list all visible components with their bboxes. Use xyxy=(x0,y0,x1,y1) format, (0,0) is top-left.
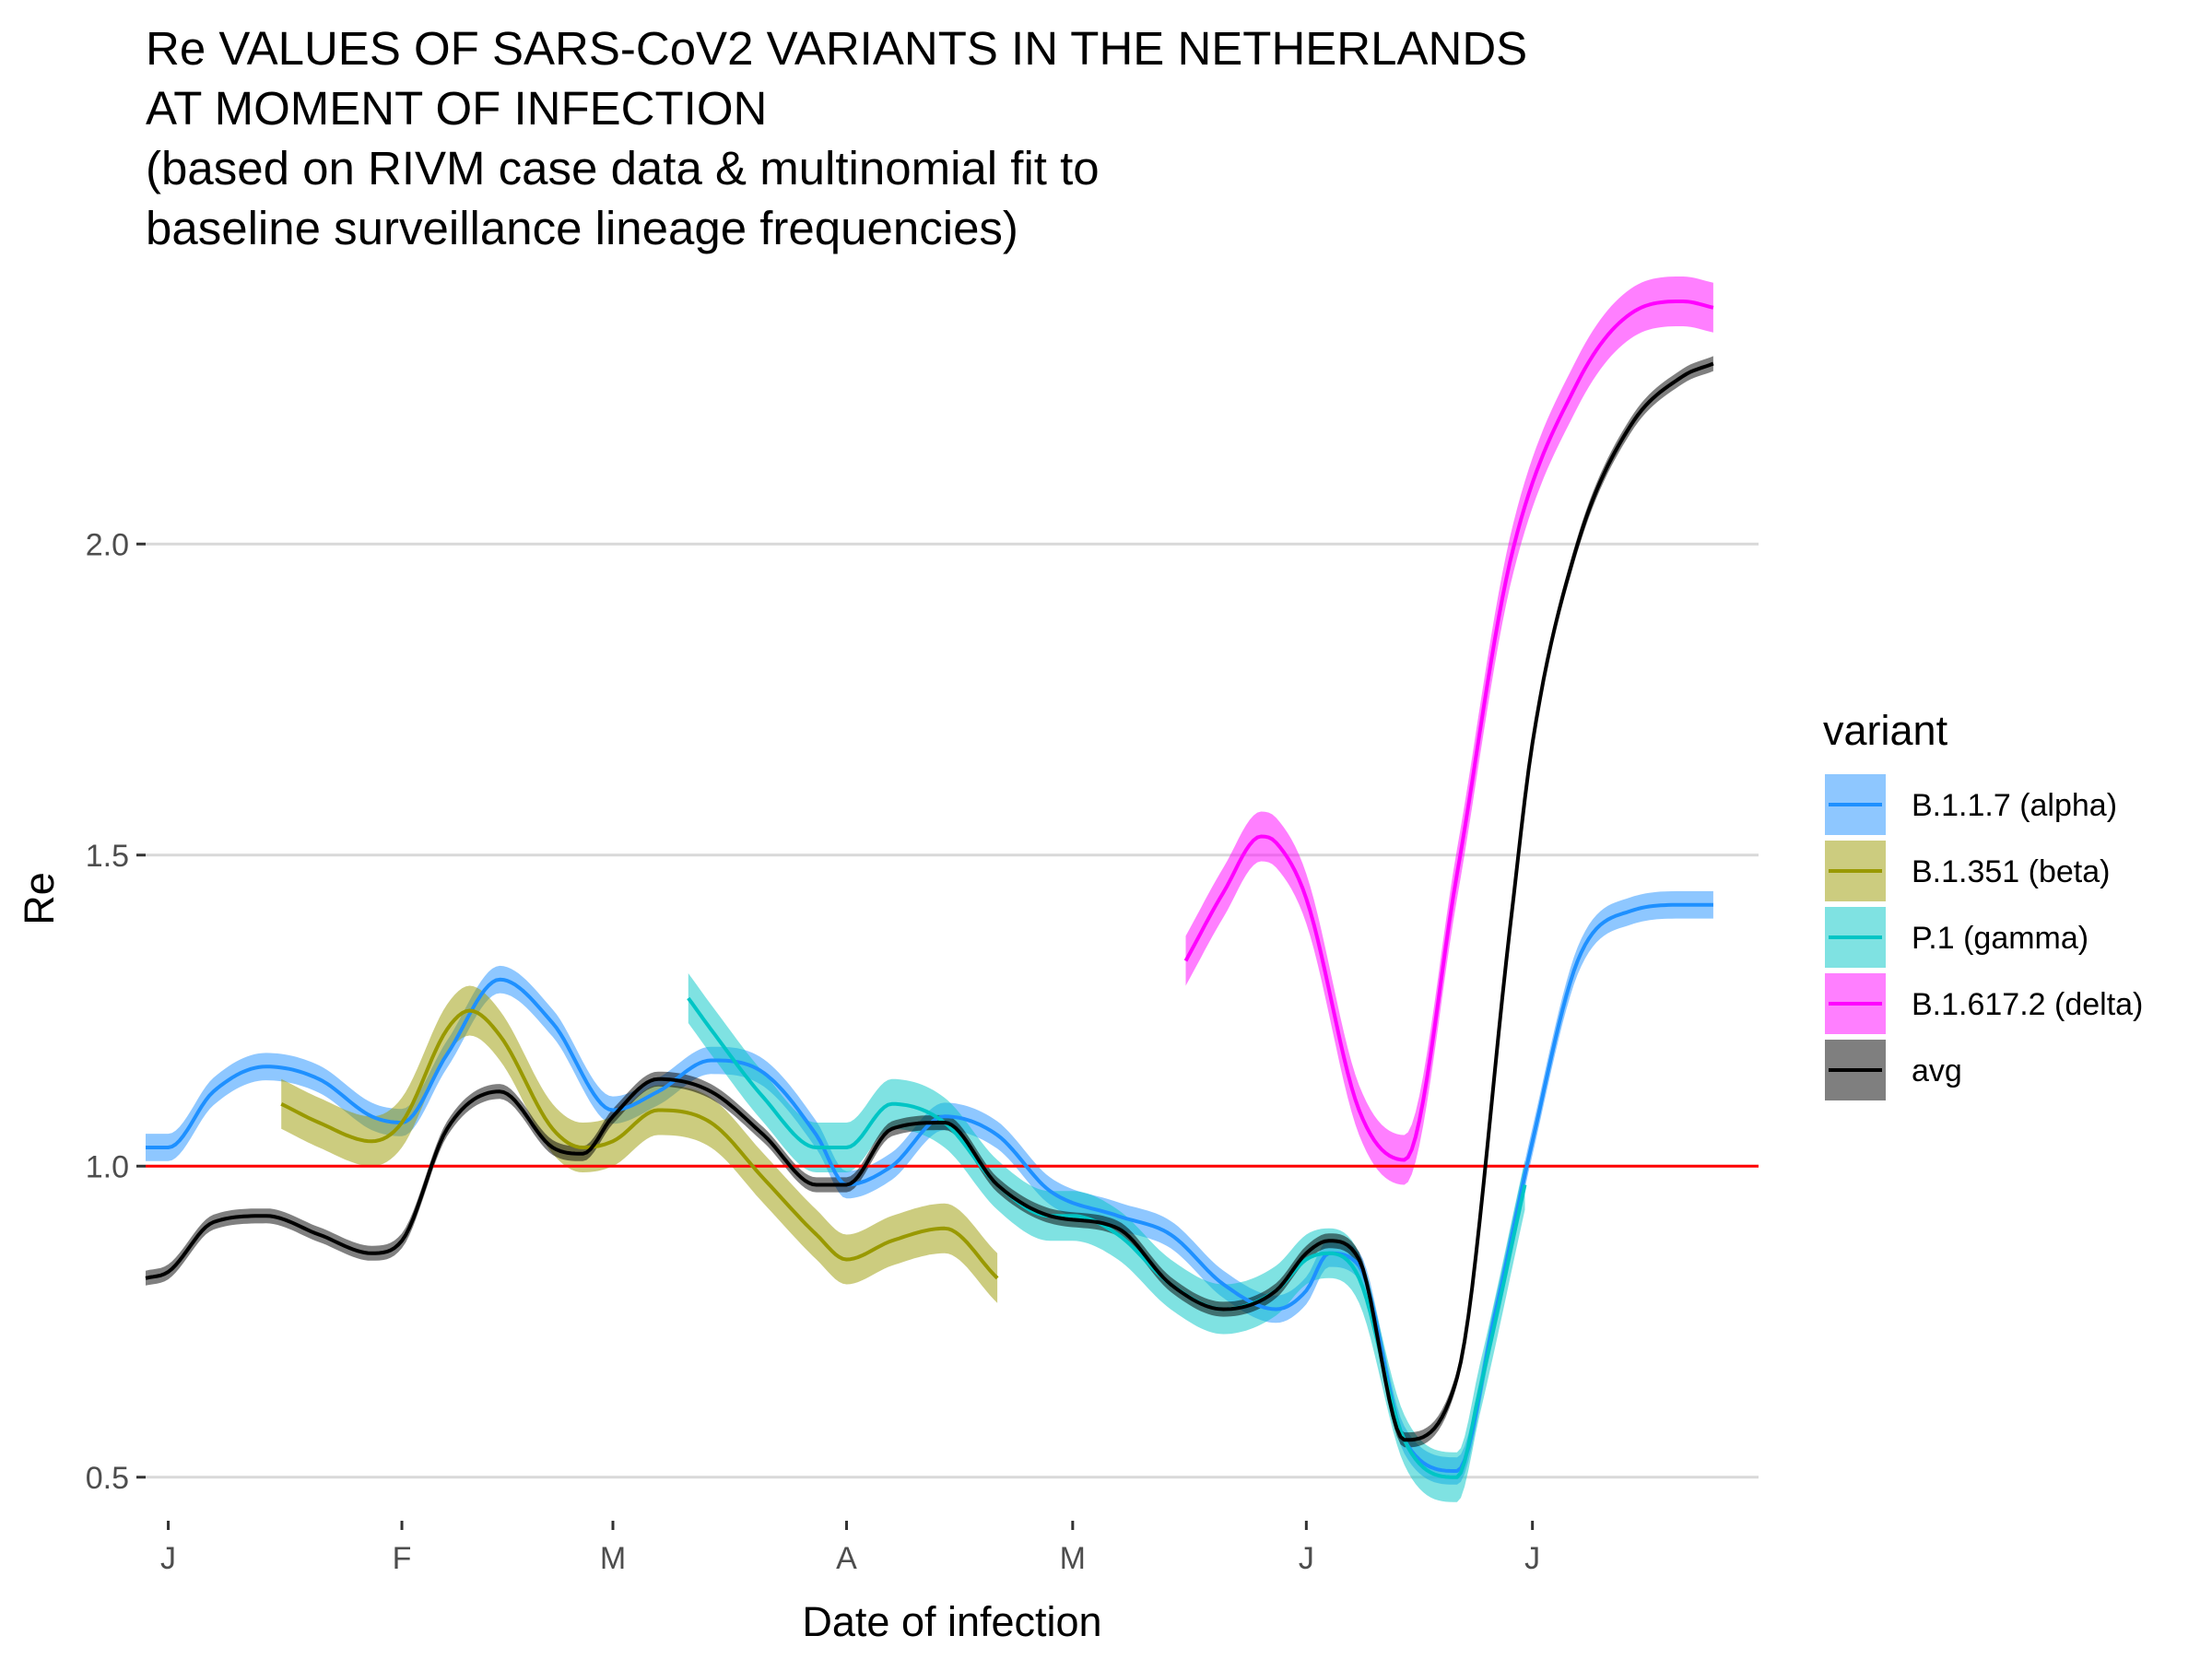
legend-item-0: B.1.1.7 (alpha) xyxy=(1825,774,2117,835)
legend: variant B.1.1.7 (alpha) B.1.351 (beta) P.1 … xyxy=(1823,707,2143,1100)
line-series-4 xyxy=(145,361,1714,1442)
y-tick-label-1: 1.0 xyxy=(86,1149,129,1184)
x-tick-label-1: F xyxy=(393,1541,412,1576)
band-series-4 xyxy=(146,356,1713,1448)
y-axis-title: Re xyxy=(16,872,63,925)
line-series-3 xyxy=(1183,300,1714,1162)
legend-label-3: B.1.617.2 (delta) xyxy=(1912,987,2143,1022)
y-tick-label-3: 2.0 xyxy=(86,527,129,562)
y-tick-label-2: 1.5 xyxy=(86,839,129,874)
line-series-1 xyxy=(280,1008,999,1280)
chart-title: Re VALUES OF SARS-CoV2 VARIANTS IN THE N… xyxy=(146,22,1528,254)
legend-item-3: B.1.617.2 (delta) xyxy=(1825,973,2143,1034)
legend-label-4: avg xyxy=(1912,1053,1962,1088)
legend-item-1: B.1.351 (beta) xyxy=(1825,841,2110,901)
x-tick-label-2: M xyxy=(600,1541,626,1576)
band-series-1 xyxy=(281,985,998,1303)
x-axis-title: Date of infection xyxy=(802,1598,1101,1645)
x-tick-label-4: M xyxy=(1060,1541,1086,1576)
legend-item-4: avg xyxy=(1825,1040,1962,1100)
legend-item-2: P.1 (gamma) xyxy=(1825,907,2088,968)
x-tick-label-3: A xyxy=(836,1541,857,1576)
series-lines xyxy=(145,300,1714,1479)
x-tick-label-5: J xyxy=(1299,1541,1314,1576)
axes: 0.5 1.0 1.5 2.0 J F M A M J J Date of infection Re xyxy=(16,527,1540,1645)
y-tick-label-0: 0.5 xyxy=(86,1461,129,1496)
legend-title: variant xyxy=(1823,707,1948,754)
band-series-3 xyxy=(1185,276,1713,1185)
legend-label-2: P.1 (gamma) xyxy=(1912,921,2088,956)
x-tick-label-0: J xyxy=(160,1541,176,1576)
legend-label-1: B.1.351 (beta) xyxy=(1912,854,2110,889)
legend-label-0: B.1.1.7 (alpha) xyxy=(1912,788,2117,823)
grid-lines xyxy=(146,542,1759,1479)
confidence-bands xyxy=(146,276,1713,1502)
x-tick-label-6: J xyxy=(1524,1541,1540,1576)
